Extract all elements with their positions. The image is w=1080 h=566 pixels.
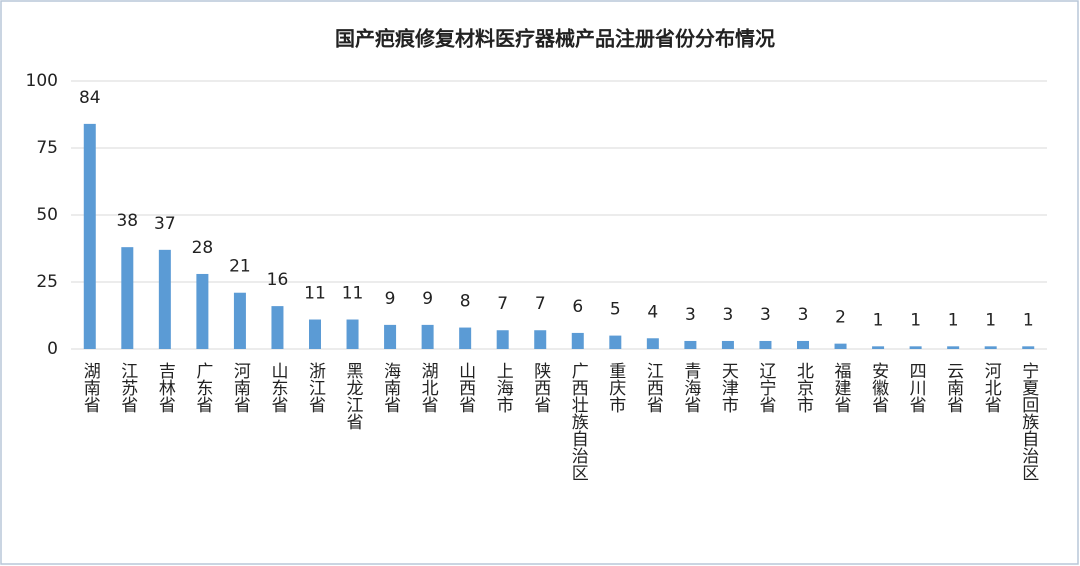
y-tick-label: 50 [36,205,58,225]
value-label: 3 [798,305,809,325]
value-label: 37 [154,214,176,234]
value-label: 4 [647,302,658,322]
x-tick-label: 浙江省 [305,362,326,413]
x-tick-label: 云南省 [943,362,964,413]
value-label: 2 [835,308,846,328]
x-tick-label: 辽宁省 [755,362,776,413]
bar [233,292,246,349]
value-label: 1 [910,310,921,330]
x-tick-label: 黑龙江省 [343,362,364,430]
bar [646,338,659,349]
x-tick-label: 吉林省 [155,362,176,413]
value-label: 84 [79,88,101,108]
x-tick-label: 河南省 [230,362,251,413]
bar [834,343,847,349]
x-tick-label: 重庆市 [605,362,626,413]
x-tick-label: 广西壮族自治区 [568,362,589,481]
y-tick-label: 100 [26,71,58,91]
bar [909,346,922,349]
bar [121,247,134,349]
bar [1022,346,1035,349]
bar [684,340,697,349]
bar [421,324,434,349]
x-tick-label: 福建省 [831,362,852,413]
value-label: 28 [192,238,214,258]
value-label: 7 [535,294,546,314]
bar [271,306,284,349]
x-tick-label: 陕西省 [530,362,551,413]
x-tick-label: 广东省 [192,362,213,413]
bar [872,346,885,349]
value-label: 3 [723,305,734,325]
x-tick-label: 江西省 [643,362,664,413]
y-tick-label: 75 [36,138,58,158]
value-label: 11 [304,284,326,304]
bar [571,332,584,349]
x-tick-label: 山西省 [455,362,476,413]
value-label: 9 [385,289,396,309]
x-tick-label: 安徽省 [868,362,889,413]
value-label: 1 [948,310,959,330]
value-label: 38 [116,211,138,231]
bar [759,340,772,349]
x-tick-label: 四川省 [906,362,927,413]
value-label: 8 [460,292,471,312]
bar [158,249,171,349]
value-label: 6 [572,297,583,317]
bar [83,123,96,349]
value-label: 5 [610,300,621,320]
bar [384,324,397,349]
bar [984,346,997,349]
bar [609,335,622,349]
y-tick-label: 25 [36,272,58,292]
value-label: 16 [267,270,289,290]
value-label: 3 [685,305,696,325]
x-tick-label: 海南省 [380,362,401,413]
x-tick-label: 江苏省 [117,362,138,413]
bar [947,346,960,349]
y-tick-label: 0 [47,339,58,359]
bar [459,327,472,349]
bar [496,330,509,349]
x-tick-label: 宁夏回族自治区 [1018,362,1039,481]
bar [196,273,209,349]
value-label: 9 [422,289,433,309]
value-label: 21 [229,257,251,277]
bar [346,319,359,349]
bar [721,340,734,349]
x-tick-label: 青海省 [680,362,701,413]
bar [797,340,809,349]
x-tick-label: 湖北省 [418,362,439,413]
bar [309,319,321,349]
value-label: 7 [497,294,508,314]
value-label: 1 [1023,310,1034,330]
bar [534,330,547,349]
x-tick-label: 上海市 [493,362,514,413]
chart-title: 国产疤痕修复材料医疗器械产品注册省份分布情况 [335,27,775,51]
x-tick-label: 天津市 [718,362,739,413]
value-label: 11 [342,284,364,304]
x-tick-label: 河北省 [981,362,1002,413]
value-label: 1 [985,310,996,330]
x-tick-label: 湖南省 [80,362,101,413]
value-label: 1 [873,310,884,330]
x-tick-label: 北京市 [793,362,814,413]
value-label: 3 [760,305,771,325]
x-tick-label: 山东省 [267,362,288,413]
